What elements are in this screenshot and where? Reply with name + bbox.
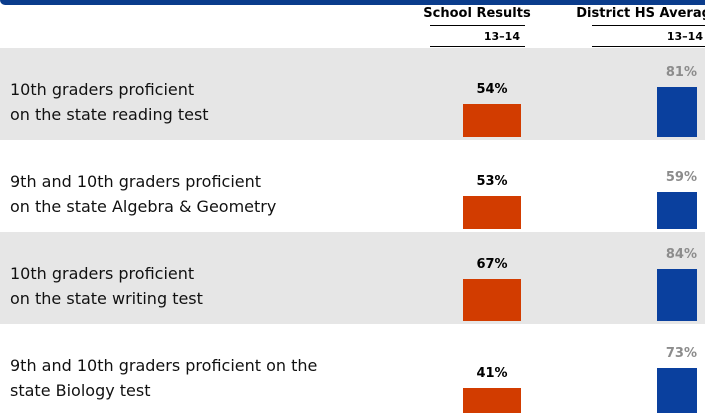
category-label: 9th and 10th graders proficient on the (10, 356, 318, 375)
row-band (0, 324, 705, 416)
bar (657, 367, 697, 413)
row-band (0, 140, 705, 232)
header-rule (430, 25, 525, 26)
bar (463, 387, 521, 413)
row-band (0, 232, 705, 324)
category-label: 9th and 10th graders proficient (10, 172, 262, 191)
bar (657, 86, 697, 137)
bar (463, 196, 521, 229)
category-label: on the state writing test (10, 289, 203, 308)
bar (463, 103, 521, 137)
legend-entry: School Results (423, 6, 531, 21)
bar (657, 192, 697, 229)
value-label: 41% (476, 365, 508, 381)
value-label: 67% (476, 257, 508, 273)
value-label: 59% (665, 170, 697, 186)
header-rule (592, 46, 705, 47)
top-band (0, 0, 705, 5)
header-rule (430, 46, 525, 47)
bar (657, 268, 697, 321)
category-label: 10th graders proficient (10, 264, 195, 283)
value-label: 53% (476, 174, 508, 190)
category-label: state Biology test (10, 381, 151, 400)
category-label: on the state reading test (10, 105, 209, 124)
header-rule (592, 25, 705, 26)
period-label: 13–14 (666, 30, 703, 43)
value-label: 81% (665, 64, 697, 80)
period-label: 13–14 (483, 30, 520, 43)
value-label: 73% (665, 345, 697, 361)
category-label: on the state Algebra & Geometry (10, 197, 277, 216)
category-label: 10th graders proficient (10, 80, 195, 99)
bar (463, 279, 521, 321)
legend-entry: District HS Average (576, 6, 705, 21)
row-band (0, 48, 705, 140)
value-label: 84% (665, 246, 697, 262)
value-label: 54% (476, 81, 508, 97)
